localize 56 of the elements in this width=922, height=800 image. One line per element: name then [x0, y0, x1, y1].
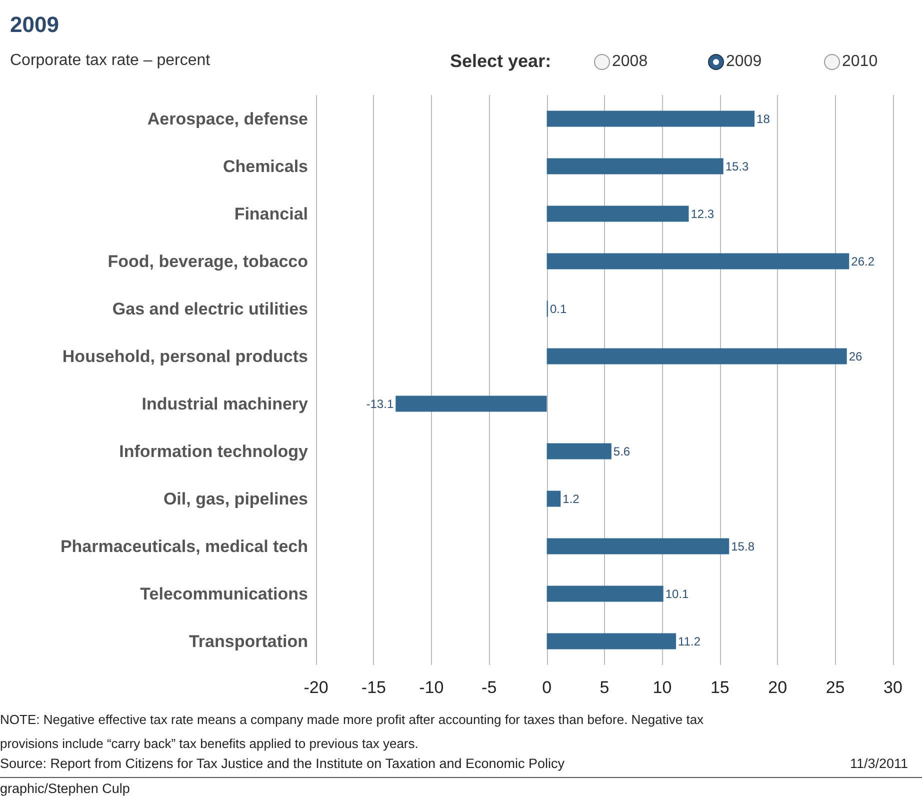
data-label: -13.1 [366, 396, 394, 411]
bar [546, 253, 850, 270]
text: graphic/Stephen Culp [0, 781, 130, 796]
data-label: 15.3 [725, 159, 750, 174]
data-label: 12.3 [690, 206, 714, 221]
y-tick-label: Telecommunications [140, 584, 308, 604]
data-label: 1.2 [562, 492, 580, 506]
x-tick-label: 20 [768, 678, 788, 697]
text: Select year: [450, 51, 552, 72]
text: 2010 [842, 53, 878, 71]
x-tick-label: 25 [826, 678, 845, 697]
source-note: Source: Report from Citizens for Tax Justice and the Institute on Taxation and Economic Policy [0, 756, 565, 771]
bar [546, 158, 724, 174]
text: 2009 [10, 12, 59, 38]
data-label: 15.8 [731, 539, 755, 554]
y-tick-label: Pharmaceuticals, medical tech [60, 536, 308, 556]
text: 11/3/2011 [850, 756, 908, 771]
y-tick-label: Financial [234, 204, 308, 224]
bar [546, 538, 730, 554]
bar [546, 490, 561, 507]
data-label: 5.6 [613, 444, 630, 458]
y-tick-label: Food, beverage, tobacco [108, 252, 308, 271]
text: Corporate tax rate – percent [10, 52, 210, 70]
data-label: 11.2 [678, 634, 701, 648]
text: NOTE: Negative effective tax rate means a company made more profit after accounting for taxes than before. Negative tax provisions include “carry back” tax benefits applied to previous tax years. [0, 711, 705, 753]
bar [546, 348, 847, 364]
y-tick-label: Household, personal products [62, 346, 308, 366]
bar [546, 206, 689, 222]
bar [546, 633, 676, 650]
data-label: 0.1 [550, 302, 567, 316]
x-tick-label: -10 [419, 678, 444, 697]
chart-title: 2009 [726, 53, 762, 71]
text: 2008 [612, 53, 648, 71]
y-tick-label: Aerospace, defense [147, 109, 308, 128]
data-label: 26 [848, 349, 863, 364]
x-tick-label: -5 [482, 678, 497, 697]
y-tick-label: Chemicals [222, 156, 308, 176]
y-tick-label: Industrial machinery [142, 394, 309, 414]
data-label: 26.2 [851, 254, 875, 268]
y-tick-label: Transportation [188, 632, 308, 651]
x-tick-label: 5 [600, 678, 610, 697]
x-tick-label: -20 [304, 678, 328, 697]
bar [546, 110, 755, 127]
y-tick-label: Oil, gas, pipelines [163, 489, 308, 508]
x-tick-label: 0 [542, 678, 552, 697]
bar [546, 586, 664, 602]
x-tick-label: -15 [361, 678, 386, 697]
x-tick-label: 30 [884, 678, 902, 697]
x-tick-label: 15 [710, 678, 730, 697]
bar [546, 443, 612, 460]
bar [396, 396, 547, 412]
x-tick-label: 10 [652, 678, 672, 697]
y-tick-label: Information technology [119, 442, 309, 461]
data-label: 18 [756, 112, 770, 126]
data-label: 10.1 [665, 586, 690, 601]
y-tick-label: Gas and electric utilities [112, 299, 308, 318]
